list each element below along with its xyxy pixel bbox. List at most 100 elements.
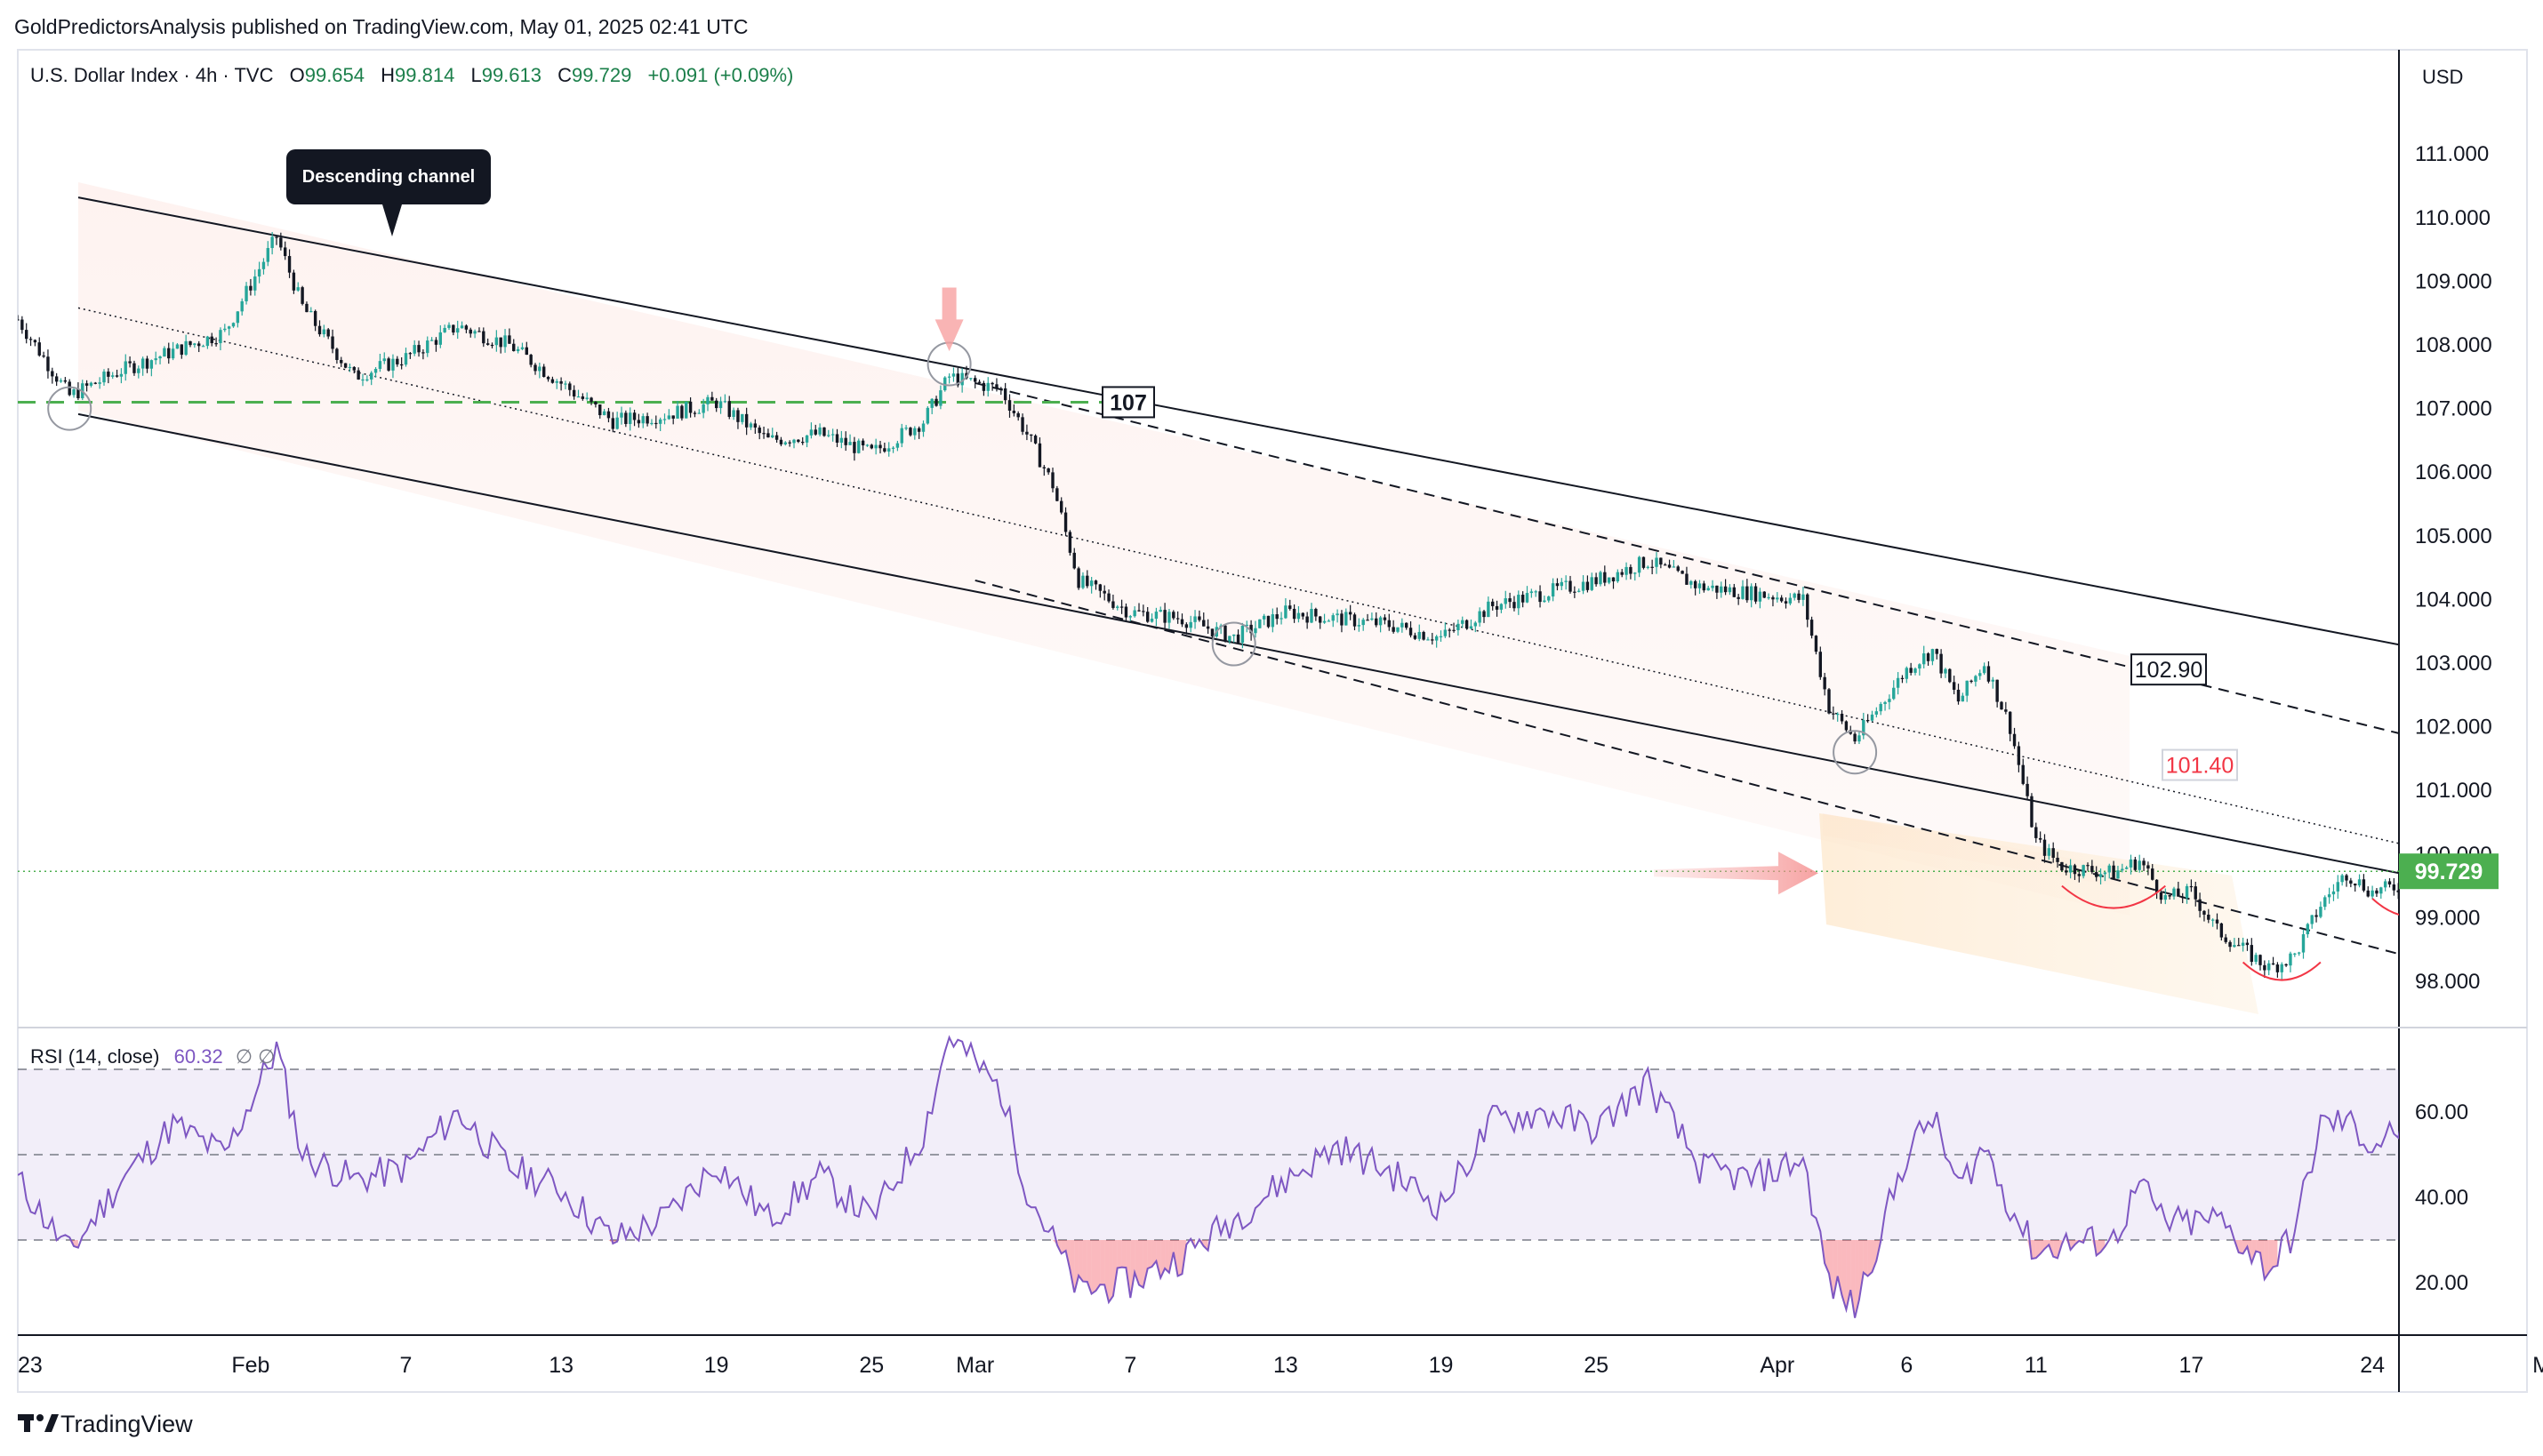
candle: [1361, 618, 1365, 631]
candle: [1033, 434, 1038, 444]
candle: [140, 356, 145, 376]
rsi-tick-label: 60.00: [2415, 1100, 2468, 1124]
channel-lines: [18, 196, 2399, 956]
candle: [2017, 741, 2021, 772]
candle: [1935, 648, 1938, 660]
candles: [18, 232, 2399, 980]
rsi-line: [18, 1035, 2399, 1318]
candle: [253, 269, 257, 296]
candle: [2077, 870, 2081, 883]
candle: [452, 324, 455, 336]
price-tick-label: 110.000: [2415, 206, 2491, 230]
candle: [223, 324, 227, 332]
rsi-oversold-fill: [1829, 1240, 1833, 1300]
candle: [1905, 666, 1908, 684]
candle: [1517, 590, 1520, 615]
legend-open: 99.654: [305, 64, 365, 86]
candle: [340, 356, 343, 367]
candle: [1762, 591, 1766, 598]
candle: [219, 327, 222, 351]
candle: [1797, 589, 1801, 604]
candle: [1965, 680, 1969, 702]
candle: [2284, 963, 2288, 967]
candle: [667, 409, 671, 420]
candle: [54, 372, 59, 387]
candle: [2275, 962, 2280, 978]
candle: [1331, 612, 1335, 628]
candle: [1392, 620, 1395, 634]
candle: [1305, 612, 1309, 629]
pattern-arc: [2371, 898, 2399, 916]
candle: [1163, 603, 1167, 630]
candle: [1491, 598, 1495, 611]
candle: [1387, 613, 1391, 631]
candle: [180, 344, 183, 359]
candle: [1275, 607, 1279, 625]
candle: [564, 380, 567, 390]
candle: [1637, 556, 1641, 578]
last-price-tag: 99.729: [2399, 853, 2499, 890]
candle: [1520, 591, 1525, 608]
candle: [270, 232, 274, 255]
candle: [2323, 895, 2327, 910]
candle: [2009, 711, 2012, 741]
candle: [1357, 618, 1361, 632]
candle: [1986, 660, 1991, 684]
candle: [189, 340, 192, 348]
pattern-arc: [2061, 884, 2166, 909]
candle: [830, 428, 835, 442]
candle: [913, 426, 917, 440]
candle: [2021, 758, 2025, 786]
candle: [1081, 572, 1085, 589]
price-tick-label: 103.000: [2415, 652, 2492, 676]
candle: [1375, 612, 1378, 628]
candle: [629, 407, 632, 431]
candle: [835, 428, 839, 447]
candle: [1266, 615, 1271, 628]
candle: [602, 408, 606, 416]
candle: [542, 364, 546, 378]
candle: [1793, 592, 1796, 601]
candle: [1193, 610, 1197, 629]
candle: [2168, 894, 2171, 900]
candle: [1581, 575, 1585, 595]
rsi-oversold-fill: [2031, 1240, 2036, 1260]
rsi-oversold-fill: [2268, 1240, 2274, 1273]
price-labels: 107 102.90 101.40 99.729: [1102, 386, 2499, 890]
candle: [1025, 424, 1029, 441]
candle: [128, 356, 132, 368]
candle: [1258, 619, 1262, 628]
rsi-oversold-fill: [1082, 1240, 1087, 1282]
candle: [335, 348, 339, 364]
candle: [1650, 559, 1654, 575]
candle: [1310, 603, 1313, 624]
candle: [1590, 572, 1593, 592]
candle: [287, 249, 292, 278]
rsi-oversold-fill: [1160, 1240, 1166, 1278]
candle: [464, 324, 469, 333]
candle: [1832, 706, 1835, 720]
candle: [702, 398, 705, 419]
rsi-oversold-fill: [1139, 1240, 1143, 1288]
candle: [697, 409, 701, 414]
descending-channel-callout: Descending channel: [286, 149, 491, 236]
candle: [1543, 596, 1546, 604]
candle: [857, 438, 861, 454]
candle: [1137, 603, 1141, 612]
candle: [1280, 612, 1283, 625]
candle: [426, 336, 429, 357]
candle: [2047, 844, 2051, 860]
candle: [1236, 629, 1240, 644]
candle: [163, 346, 166, 357]
candle: [184, 334, 188, 356]
candle: [2034, 822, 2038, 844]
candle: [2185, 884, 2189, 904]
candle: [89, 381, 93, 388]
candle: [240, 298, 244, 316]
candle: [2051, 842, 2055, 863]
chart-annotations: [47, 287, 2399, 981]
svg-text:101.40: 101.40: [2166, 754, 2234, 779]
svg-text:102.90: 102.90: [2135, 658, 2202, 683]
candle: [2004, 701, 2008, 715]
